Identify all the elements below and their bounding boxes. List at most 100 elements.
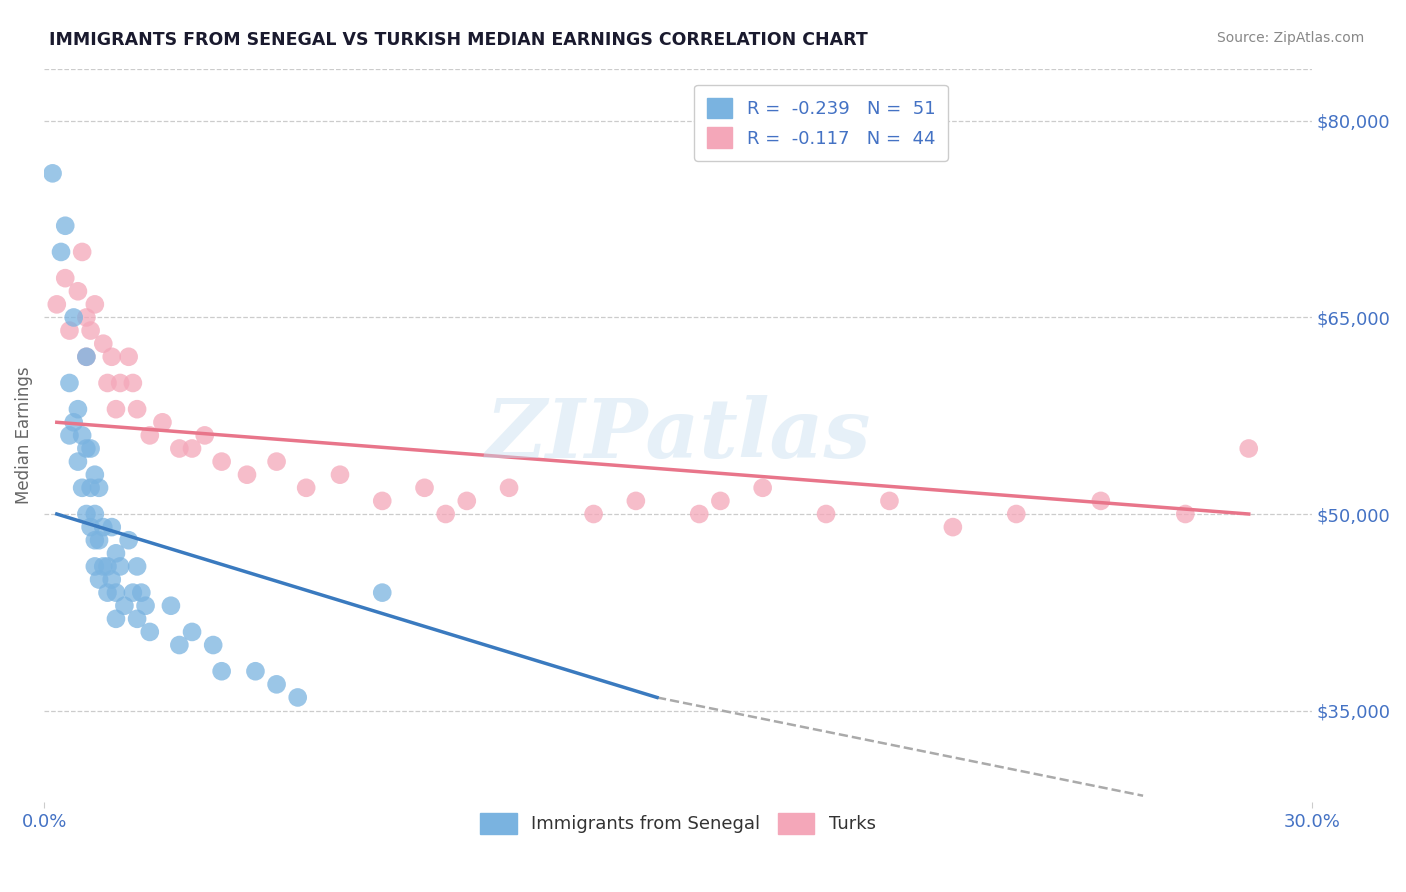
Point bbox=[41, 166, 63, 180]
Point bbox=[91, 336, 114, 351]
Point bbox=[58, 428, 80, 442]
Point bbox=[152, 415, 174, 429]
Point bbox=[100, 573, 122, 587]
Point bbox=[1237, 442, 1260, 456]
Point bbox=[62, 415, 84, 429]
Point bbox=[66, 285, 89, 299]
Point bbox=[87, 573, 110, 587]
Point bbox=[66, 402, 89, 417]
Point bbox=[53, 271, 76, 285]
Point bbox=[879, 494, 901, 508]
Point bbox=[181, 624, 204, 639]
Point bbox=[108, 559, 131, 574]
Point bbox=[582, 507, 605, 521]
Point bbox=[62, 310, 84, 325]
Point bbox=[104, 585, 127, 599]
Point bbox=[100, 350, 122, 364]
Point bbox=[45, 297, 67, 311]
Point bbox=[122, 376, 145, 390]
Text: IMMIGRANTS FROM SENEGAL VS TURKISH MEDIAN EARNINGS CORRELATION CHART: IMMIGRANTS FROM SENEGAL VS TURKISH MEDIA… bbox=[49, 31, 868, 49]
Point bbox=[1174, 507, 1197, 521]
Point bbox=[688, 507, 710, 521]
Point bbox=[83, 467, 105, 482]
Point bbox=[127, 402, 149, 417]
Point bbox=[104, 546, 127, 560]
Point bbox=[75, 350, 97, 364]
Point bbox=[83, 533, 105, 548]
Legend: Immigrants from Senegal, Turks: Immigrants from Senegal, Turks bbox=[470, 802, 887, 845]
Point bbox=[135, 599, 157, 613]
Point bbox=[181, 442, 204, 456]
Point bbox=[245, 665, 267, 679]
Point bbox=[169, 442, 191, 456]
Point bbox=[266, 454, 288, 468]
Point bbox=[1005, 507, 1028, 521]
Point bbox=[91, 520, 114, 534]
Point bbox=[70, 481, 93, 495]
Text: ZIPatlas: ZIPatlas bbox=[485, 395, 870, 475]
Point bbox=[96, 376, 118, 390]
Point bbox=[112, 599, 135, 613]
Point bbox=[131, 585, 153, 599]
Point bbox=[1090, 494, 1112, 508]
Point bbox=[295, 481, 318, 495]
Point bbox=[160, 599, 183, 613]
Y-axis label: Median Earnings: Median Earnings bbox=[15, 367, 32, 504]
Point bbox=[202, 638, 225, 652]
Point bbox=[79, 442, 101, 456]
Point bbox=[211, 454, 233, 468]
Point bbox=[108, 376, 131, 390]
Point bbox=[83, 559, 105, 574]
Point bbox=[434, 507, 457, 521]
Point bbox=[53, 219, 76, 233]
Point bbox=[751, 481, 773, 495]
Point bbox=[815, 507, 838, 521]
Point bbox=[87, 533, 110, 548]
Point bbox=[127, 559, 149, 574]
Point bbox=[79, 324, 101, 338]
Point bbox=[75, 310, 97, 325]
Point bbox=[96, 585, 118, 599]
Point bbox=[117, 533, 139, 548]
Point bbox=[498, 481, 520, 495]
Text: Source: ZipAtlas.com: Source: ZipAtlas.com bbox=[1216, 31, 1364, 45]
Point bbox=[66, 454, 89, 468]
Point bbox=[211, 665, 233, 679]
Point bbox=[83, 297, 105, 311]
Point bbox=[287, 690, 309, 705]
Point bbox=[371, 585, 394, 599]
Point bbox=[104, 612, 127, 626]
Point bbox=[329, 467, 352, 482]
Point bbox=[58, 376, 80, 390]
Point bbox=[96, 559, 118, 574]
Point bbox=[266, 677, 288, 691]
Point bbox=[75, 442, 97, 456]
Point bbox=[413, 481, 436, 495]
Point bbox=[49, 244, 72, 259]
Point bbox=[91, 559, 114, 574]
Point bbox=[79, 481, 101, 495]
Point bbox=[79, 520, 101, 534]
Point bbox=[236, 467, 259, 482]
Point bbox=[104, 402, 127, 417]
Point bbox=[100, 520, 122, 534]
Point bbox=[122, 585, 145, 599]
Point bbox=[117, 350, 139, 364]
Point bbox=[58, 324, 80, 338]
Point bbox=[624, 494, 647, 508]
Point bbox=[75, 350, 97, 364]
Point bbox=[83, 507, 105, 521]
Point bbox=[139, 428, 162, 442]
Point bbox=[194, 428, 217, 442]
Point bbox=[942, 520, 965, 534]
Point bbox=[70, 428, 93, 442]
Point bbox=[456, 494, 478, 508]
Point bbox=[70, 244, 93, 259]
Point bbox=[127, 612, 149, 626]
Point bbox=[87, 481, 110, 495]
Point bbox=[709, 494, 731, 508]
Point bbox=[371, 494, 394, 508]
Point bbox=[139, 624, 162, 639]
Point bbox=[75, 507, 97, 521]
Point bbox=[169, 638, 191, 652]
